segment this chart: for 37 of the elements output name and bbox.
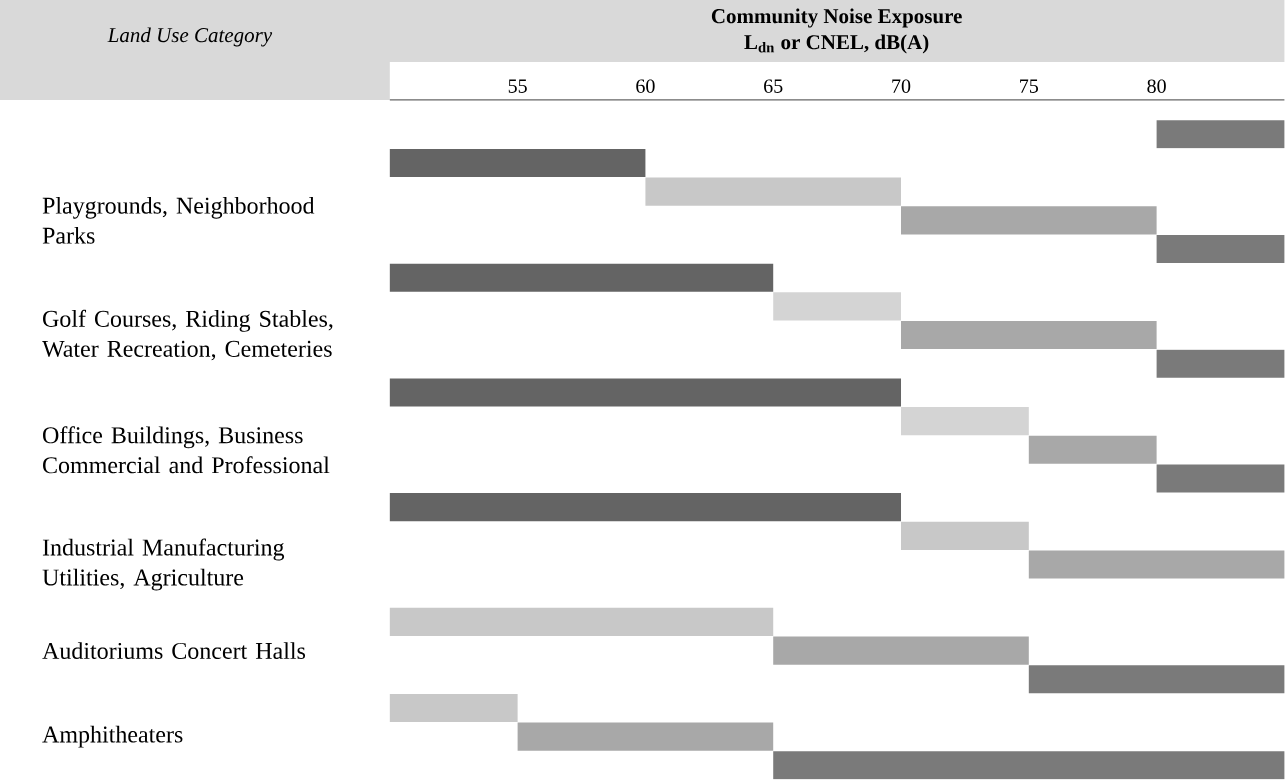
y-tick-label: Playgrounds, Neighborhood Parks (42, 197, 315, 244)
bar (1028, 435, 1157, 465)
bar (1156, 464, 1285, 493)
y-tick-label: Industrial Manufacturing Utilities, Agriculture (42, 538, 285, 591)
bar (389, 149, 646, 178)
bar (1156, 235, 1285, 264)
bar (901, 521, 1029, 551)
bar (1028, 665, 1285, 694)
bar (389, 608, 774, 637)
x-tick-label: 60 (636, 79, 655, 94)
bar (389, 493, 902, 522)
x-tick-label: 75 (1020, 79, 1039, 94)
x-tick-label: 65 (764, 79, 783, 94)
bar (645, 177, 902, 206)
bar (389, 694, 518, 723)
bar (1028, 550, 1285, 579)
chart-subtitle: L$_{dn}$ or CNEL, dB(A) (744, 34, 929, 54)
bar (389, 263, 774, 292)
bar (901, 321, 1157, 350)
x-tick-label: 70 (892, 79, 911, 94)
bar (1156, 349, 1285, 378)
y-tick-label: Golf Courses, Riding Stables, Water Recreation, Cemeteries (42, 309, 333, 361)
y-tick-label: Auditoriums Concert Halls (42, 642, 306, 660)
y-tick-label: Office Buildings, Business Commercial and Professional (43, 426, 330, 474)
x-tick-label: 55 (508, 79, 527, 94)
bar (389, 378, 902, 407)
y-tick-label: Amphitheaters (42, 725, 183, 748)
x-tick-label: 80 (1147, 79, 1166, 94)
y-axis-title: Land Use Category (107, 27, 273, 47)
bar (901, 206, 1157, 235)
bar (773, 292, 902, 321)
bar (1156, 120, 1285, 149)
bar (517, 722, 774, 751)
bar (773, 636, 1029, 665)
bar (773, 751, 1285, 780)
bar (901, 407, 1029, 436)
chart-title: Community Noise Exposure (711, 8, 962, 28)
